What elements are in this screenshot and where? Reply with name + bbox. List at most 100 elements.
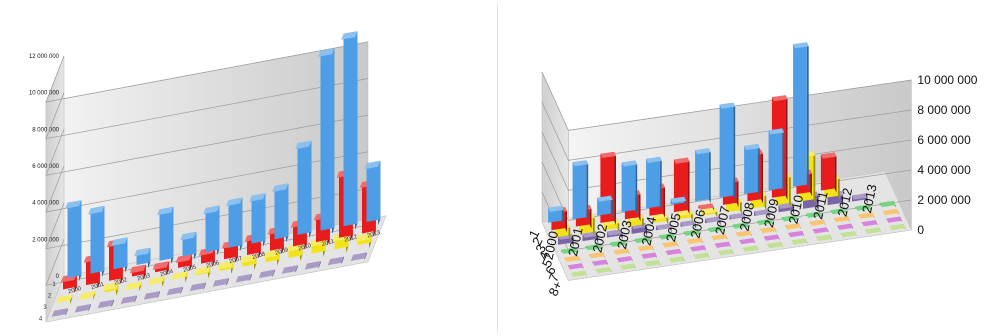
bar [744, 144, 760, 197]
x-tick-label: 2007 [712, 205, 733, 236]
bar [309, 238, 326, 257]
bar [662, 241, 679, 248]
bar [683, 229, 700, 237]
depth-tick-label: 1 [52, 282, 56, 288]
bar [226, 197, 243, 252]
x-tick-label: 2013 [367, 230, 382, 240]
bar [879, 200, 896, 208]
bar [858, 212, 875, 219]
x-tick-label: 2003 [137, 273, 152, 283]
bar [883, 209, 899, 216]
bar [295, 140, 312, 239]
bar [217, 260, 234, 275]
bar [718, 249, 734, 256]
bar [240, 254, 257, 270]
bar [97, 299, 114, 309]
bar [143, 291, 160, 300]
bar [673, 157, 690, 215]
bar [74, 304, 91, 313]
bar [701, 207, 718, 218]
bar [203, 205, 220, 256]
bar [235, 274, 252, 283]
bar [548, 205, 564, 225]
gridline [45, 151, 369, 213]
depth-tick-label: 2 [48, 293, 52, 299]
bar [318, 48, 335, 235]
x-tick-label: 2003 [614, 219, 635, 250]
bar [585, 244, 602, 251]
bar [175, 254, 192, 272]
bar [757, 218, 773, 226]
bar [719, 102, 736, 200]
bar [111, 237, 128, 273]
bar [567, 263, 584, 270]
y-tick-label: 6 000 000 [917, 133, 971, 147]
bar [855, 204, 871, 211]
bar [763, 234, 780, 241]
bar [669, 256, 685, 263]
bar [680, 220, 697, 229]
bar [760, 227, 777, 234]
bar [212, 278, 229, 287]
bar [670, 196, 687, 207]
y-tick-label: 8 000 000 [32, 127, 59, 133]
bar [708, 226, 724, 233]
bar [595, 267, 612, 274]
bar [286, 243, 303, 262]
x-tick-label: 2001 [565, 226, 586, 257]
x-tick-label: 2001 [91, 282, 106, 292]
bar [125, 281, 142, 292]
bar [304, 261, 321, 270]
x-tick-label: 2006 [687, 208, 708, 239]
bar [698, 203, 714, 211]
bar [189, 282, 206, 292]
bar [571, 270, 587, 277]
bar [705, 216, 721, 226]
x-tick-label: 2009 [761, 197, 782, 228]
bar [120, 295, 137, 304]
bar [364, 160, 381, 226]
bar [742, 245, 759, 252]
x-tick-label: 2010 [785, 194, 806, 225]
bar [665, 249, 682, 256]
x-tick-label: 2008 [252, 251, 267, 261]
bar [806, 211, 822, 219]
bar [781, 215, 798, 222]
bar [767, 242, 783, 249]
bar [695, 148, 711, 204]
bar [171, 271, 188, 283]
bar [249, 193, 266, 247]
left-chart-panel: 0 2 000 000 4 000 000 6 000 000 8 000 000 10 … [0, 0, 492, 336]
bar [65, 200, 82, 282]
bar [641, 252, 657, 259]
bar [355, 233, 372, 249]
depth-tick-label: 8+ [545, 278, 565, 298]
x-tick-label: 2005 [183, 264, 198, 274]
x-tick-label: 2005 [663, 212, 684, 243]
bar [840, 231, 857, 238]
y-tick-label: 0 [917, 223, 924, 237]
gridline [45, 41, 369, 103]
y-tick-label: 4 000 000 [917, 163, 971, 177]
bar [56, 294, 73, 305]
right-3d-column-chart: 0 2 000 000 4 000 000 6 000 000 8 000 000 10 … [526, 42, 978, 298]
bar [281, 265, 298, 274]
bar [258, 269, 275, 279]
bar [88, 205, 105, 277]
bar [157, 206, 174, 265]
bar [754, 209, 770, 218]
bar [865, 227, 881, 234]
bar [793, 42, 809, 189]
bar [711, 234, 728, 241]
bar [621, 160, 638, 215]
bar [597, 195, 613, 218]
bar [820, 152, 837, 193]
gridline [45, 114, 369, 176]
right-chart-panel: 0 2 000 000 4 000 000 6 000 000 8 000 000 10 … [506, 0, 1006, 336]
y-tick-label: 8 000 000 [917, 103, 971, 117]
bar [785, 223, 801, 230]
x-tick-label: 2010 [298, 243, 313, 253]
bar [180, 231, 197, 260]
x-tick-label: 2002 [114, 277, 129, 287]
gridline [45, 78, 369, 140]
